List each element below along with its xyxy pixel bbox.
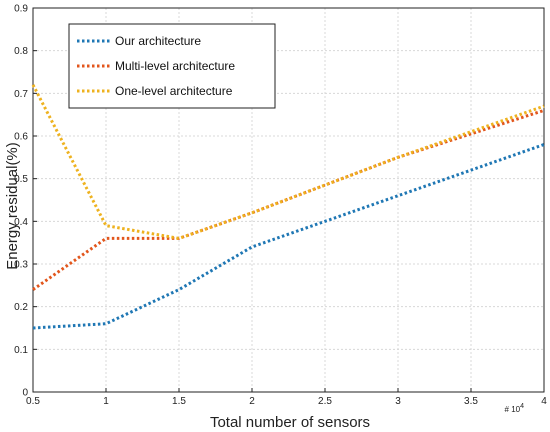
y-tick-label: 0.2: [14, 302, 28, 313]
legend-label: One-level architecture: [115, 84, 233, 98]
x-multiplier-base: # 10: [505, 405, 521, 414]
y-tick-label: 0.3: [14, 260, 28, 271]
legend-label: Our architecture: [115, 34, 201, 48]
series-line-3: [31, 84, 545, 240]
x-tick-label: 1.5: [172, 396, 186, 407]
legend-label: Multi-level architecture: [115, 59, 235, 73]
y-tick-label: 0.1: [14, 345, 28, 356]
axis-ticks: 0.5 1 1.5 2 2.5 3 3.5 4 0 0.1 0.2 0.3 0.4 0.5 0.6 0.7 0.…: [14, 4, 547, 408]
x-axis-label: Total number of sensors: [210, 414, 370, 431]
y-axis-label: Energy residual(%): [4, 142, 21, 270]
y-tick-label: 0.8: [14, 46, 28, 57]
x-tick-label: 3.5: [464, 396, 478, 407]
y-tick-label: 0.7: [14, 89, 28, 100]
x-tick-label: 4: [541, 396, 547, 407]
x-axis-multiplier: # 104: [505, 403, 525, 414]
y-tick-label: 0.6: [14, 132, 28, 143]
y-tick-label: 0: [22, 388, 28, 399]
x-tick-label: 3: [395, 396, 401, 407]
x-tick-label: 0.5: [26, 396, 40, 407]
x-tick-label: 2.5: [318, 396, 332, 407]
plot-area-frame: [32, 7, 545, 393]
x-tick-label: 2: [249, 396, 255, 407]
legend: Our architecture Multi-level architecture…: [68, 23, 276, 109]
x-multiplier-exponent: 4: [520, 403, 524, 410]
series-line-2: [32, 108, 545, 291]
y-tick-label: 0.4: [14, 217, 28, 228]
y-tick-label: 0.5: [14, 174, 28, 185]
y-tick-label: 0.9: [14, 4, 28, 15]
series-line-1: [32, 143, 545, 330]
series-lines: [31, 84, 545, 330]
x-tick-label: 1: [103, 396, 109, 407]
